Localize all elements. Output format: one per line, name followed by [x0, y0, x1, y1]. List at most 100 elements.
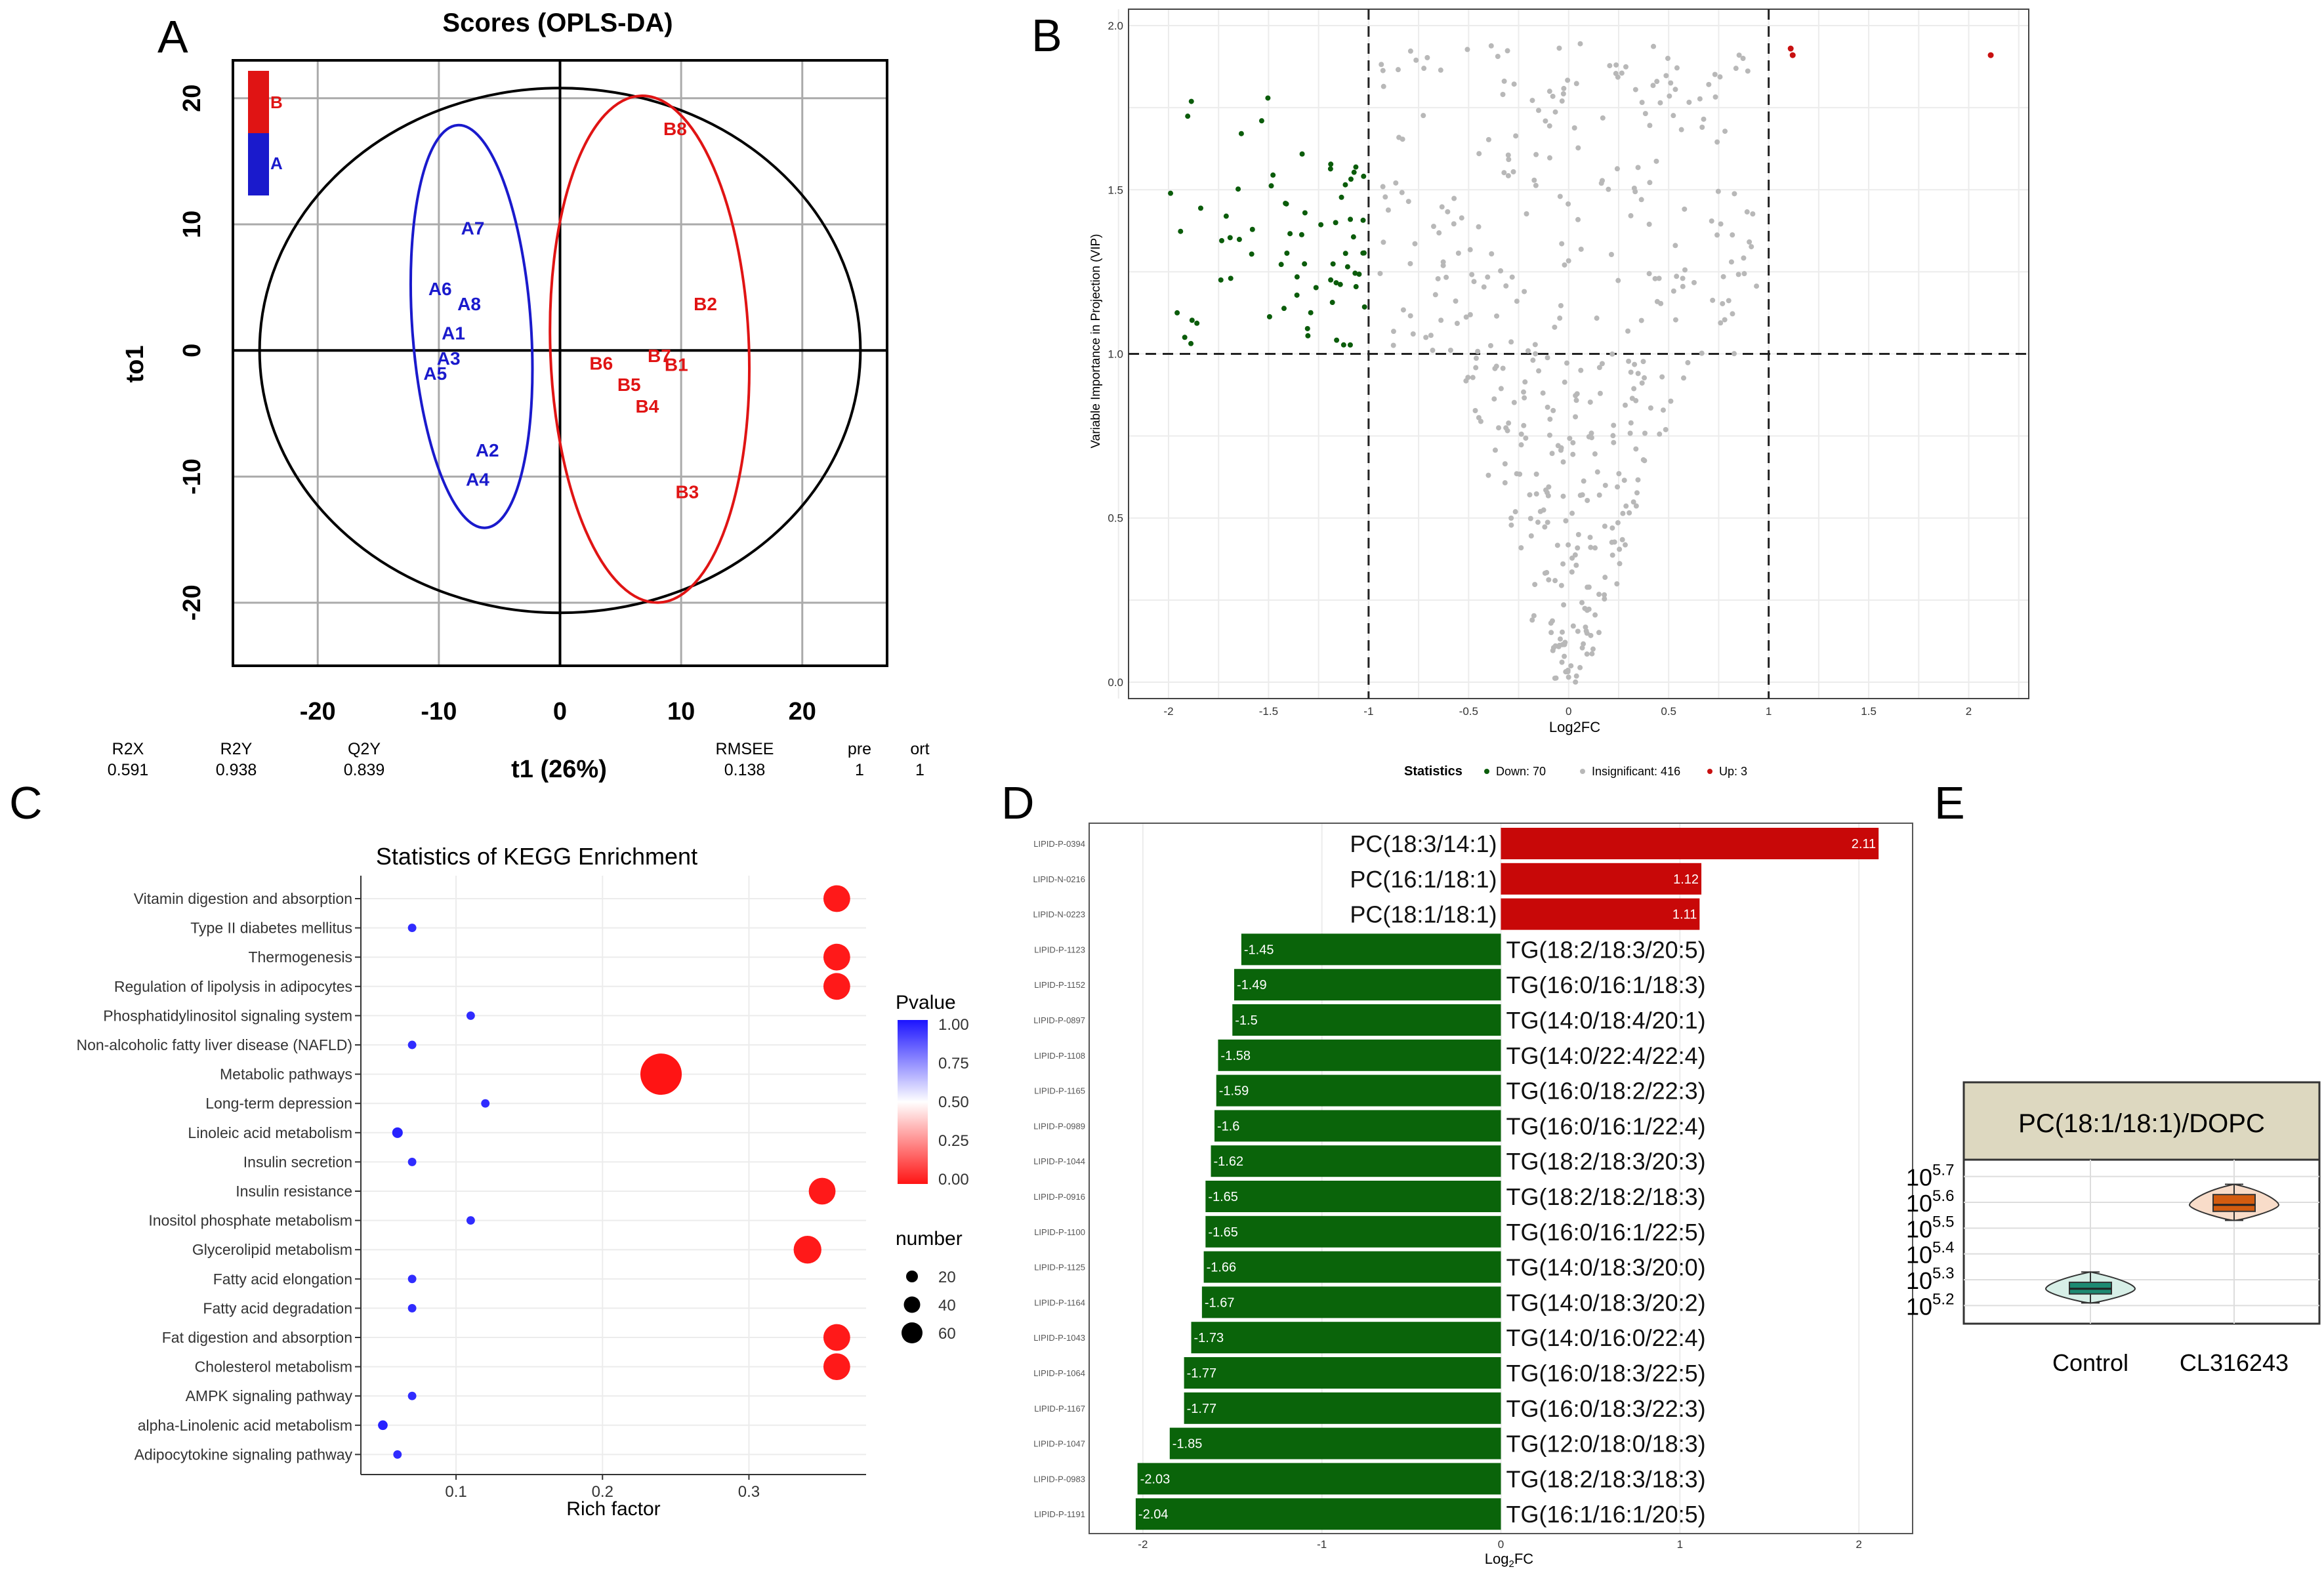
- panel-b-legend-down: Down: 70: [1496, 765, 1546, 778]
- panel-d-value-label: -1.58: [1220, 1049, 1251, 1063]
- panel-a-point-label: B1: [665, 354, 688, 375]
- panel-b-point-insignificant: [1613, 62, 1619, 68]
- panel-b-point-insignificant: [1648, 405, 1653, 411]
- panel-b-point-insignificant: [1631, 386, 1637, 392]
- panel-d-id-label: LIPID-P-1165: [1034, 1086, 1085, 1096]
- panel-b-point-insignificant: [1556, 45, 1562, 51]
- panel-d-bar: [1184, 1357, 1501, 1389]
- panel-b-point-insignificant: [1390, 329, 1396, 335]
- panel-b-point-insignificant: [1443, 274, 1449, 280]
- panel-c-dot: [481, 1099, 490, 1108]
- panel-b-point-insignificant: [1521, 422, 1527, 428]
- panel-b-point-insignificant: [1754, 283, 1760, 289]
- panel-b-point-insignificant: [1573, 414, 1579, 420]
- panel-c-dot: [466, 1216, 475, 1225]
- panel-d-category-label: TG(14:0/18:3/20:0): [1506, 1254, 1706, 1281]
- panel-b-point-insignificant: [1476, 224, 1482, 230]
- panel-a-ytick: -20: [178, 584, 206, 621]
- panel-c-dot: [823, 885, 850, 912]
- panel-d-bar: [1205, 1181, 1501, 1212]
- panel-b-point-insignificant: [1467, 247, 1473, 253]
- panel-a-point-label: A5: [423, 363, 447, 384]
- panel-b-point-insignificant: [1440, 262, 1446, 268]
- panel-a-xtick: 0: [553, 698, 567, 725]
- panel-b-point-insignificant: [1623, 64, 1629, 70]
- panel-b-point-insignificant: [1596, 492, 1602, 498]
- panel-d-category-label: TG(14:0/16:0/22:4): [1506, 1324, 1706, 1351]
- panel-b-point-insignificant: [1550, 407, 1556, 413]
- panel-d-id-label: LIPID-P-0394: [1033, 839, 1085, 849]
- panel-b-point-down: [1337, 281, 1343, 287]
- panel-b-point-insignificant: [1736, 52, 1742, 58]
- panel-c-dot: [407, 1303, 417, 1313]
- panel-b-point-insignificant: [1550, 647, 1556, 653]
- panel-b-point-insignificant: [1568, 663, 1574, 669]
- panel-a-xtick: -10: [421, 698, 457, 725]
- panel-b-point-down: [1168, 190, 1174, 196]
- panel-d-xtick: -2: [1138, 1538, 1148, 1551]
- panel-b-point-insignificant: [1463, 314, 1469, 320]
- panel-d-value-label: -1.59: [1219, 1084, 1249, 1099]
- panel-a-legend-label-b: B: [270, 92, 283, 112]
- panel-b-point-insignificant: [1455, 250, 1461, 256]
- panel-a-point-label: A2: [476, 440, 499, 460]
- panel-c-dot: [823, 1324, 850, 1351]
- panel-b-point-insignificant: [1611, 422, 1617, 428]
- panel-b-point-insignificant: [1421, 66, 1427, 71]
- panel-b-point-insignificant: [1475, 348, 1481, 354]
- panel-b-point-insignificant: [1500, 92, 1506, 98]
- panel-c-size-legend-label: 20: [938, 1269, 956, 1286]
- panel-b-point-insignificant: [1579, 645, 1585, 651]
- panel-b-xlabel: Log2FC: [1549, 719, 1600, 735]
- panel-b-point-insignificant: [1607, 63, 1613, 69]
- panel-d-id-label: LIPID-P-0916: [1033, 1192, 1085, 1202]
- panel-letter-c: C: [9, 777, 43, 828]
- panel-b-point-insignificant: [1597, 390, 1603, 396]
- panel-b-point-insignificant: [1715, 188, 1721, 194]
- panel-d-bar: [1205, 1215, 1501, 1248]
- panel-b-point-insignificant: [1646, 221, 1652, 227]
- panel-letter-e: E: [1934, 777, 1965, 828]
- panel-d-value-label: -1.65: [1208, 1190, 1238, 1204]
- panel-b-point-insignificant: [1503, 425, 1509, 431]
- panel-b-point-insignificant: [1508, 515, 1514, 521]
- panel-d-id-label: LIPID-P-1047: [1033, 1439, 1085, 1449]
- panel-c-colorbar-tick: 0.50: [938, 1093, 969, 1111]
- panel-c-category-label: Insulin secretion: [243, 1153, 352, 1170]
- panel-a-xlabel: t1 (26%): [511, 756, 607, 783]
- panel-b-point-insignificant: [1492, 365, 1498, 371]
- panel-b-point-insignificant: [1570, 623, 1576, 629]
- panel-b-point-down: [1352, 270, 1358, 276]
- panel-b-point-down: [1197, 205, 1203, 211]
- panel-b-legend-insig: Insignificant: 416: [1592, 765, 1680, 778]
- panel-b-point-insignificant: [1745, 68, 1751, 74]
- panel-e-box: [2212, 1194, 2256, 1212]
- panel-a-point-label: A7: [461, 218, 485, 239]
- panel-a-point-label: B6: [589, 354, 613, 374]
- panel-d-value-label: -1.67: [1205, 1295, 1235, 1310]
- panel-b-point-insignificant: [1642, 111, 1648, 117]
- panel-b-point-down: [1174, 310, 1180, 316]
- panel-b-point-insignificant: [1542, 524, 1548, 530]
- panel-b-point-down: [1313, 285, 1319, 291]
- panel-b-point-insignificant: [1667, 93, 1672, 99]
- panel-b-point-insignificant: [1622, 402, 1628, 408]
- panel-c-dot: [823, 943, 850, 971]
- panel-c-legend-number-title: number: [896, 1228, 963, 1250]
- panel-c-dot: [407, 924, 417, 933]
- panel-d-category-label: PC(16:1/18:1): [1350, 866, 1497, 893]
- panel-b-point-insignificant: [1459, 215, 1464, 221]
- panel-e-ytick: 105.7: [1906, 1162, 1954, 1191]
- panel-b-point-insignificant: [1514, 471, 1520, 477]
- panel-b-point-insignificant: [1632, 361, 1638, 367]
- panel-b-point-insignificant: [1563, 518, 1569, 524]
- panel-b-point-insignificant: [1573, 562, 1579, 568]
- panel-c-xtick: 0.2: [592, 1483, 613, 1501]
- panel-b-point-insignificant: [1473, 365, 1479, 371]
- panel-d-value-label: -1.66: [1207, 1261, 1237, 1275]
- panel-b-xtick: 0.5: [1661, 705, 1676, 718]
- panel-d-id-label: LIPID-P-1164: [1034, 1297, 1085, 1307]
- panel-b-ytick: 2.0: [1108, 20, 1123, 32]
- panel-d-id-label: LIPID-P-1191: [1034, 1509, 1085, 1519]
- panel-b-point-insignificant: [1681, 375, 1687, 381]
